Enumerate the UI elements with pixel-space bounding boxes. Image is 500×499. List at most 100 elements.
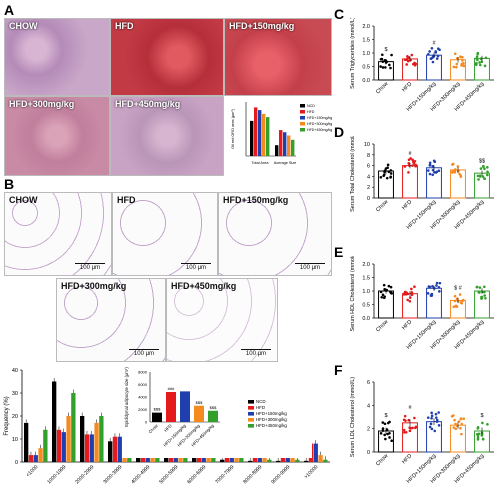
data-point: [428, 285, 432, 289]
data-point: [486, 173, 489, 177]
bar: [52, 381, 57, 462]
bar: [66, 416, 71, 462]
data-point: [475, 285, 479, 289]
bar: [192, 457, 197, 462]
y-axis-label: Epididymal adipocyte size (μm²): [124, 367, 129, 427]
legend-swatch: [248, 406, 254, 410]
data-point: [460, 62, 464, 66]
data-point: [452, 414, 455, 417]
data-point: [438, 281, 442, 285]
micrograph-caption: HFD: [117, 195, 136, 205]
y-axis-label: Serum Triglycerides (mmol/L): [350, 18, 356, 89]
y-tick-label: 2: [367, 185, 370, 191]
data-point: [483, 167, 486, 171]
x-tick-label: Chow: [375, 199, 389, 213]
data-point: [404, 430, 408, 434]
data-point: [480, 296, 484, 300]
data-point: [430, 411, 433, 415]
data-point: [437, 285, 441, 289]
y-axis-label: Frequency (%): [4, 396, 10, 435]
y-axis-label: Serum LDL Cholesterol (mmol/L): [350, 377, 356, 457]
chart-e-hdl: 0.0 0.5 1.0 1.5 2.0 Serum HDL Cholesterol (mm…: [350, 256, 494, 351]
data-point: [388, 436, 391, 439]
x-tick-label: Chow: [375, 319, 389, 333]
data-point: [431, 60, 435, 64]
bar: [287, 135, 291, 156]
significance-mark: $: [384, 413, 387, 419]
data-point: [410, 293, 414, 297]
significance-mark: $$: [479, 158, 485, 164]
data-point: [402, 428, 406, 432]
scale-bar: 100 μm: [75, 263, 105, 271]
x-tick-label: Average Size: [274, 161, 297, 165]
micrograph-caption: HFD+300mg/kg: [61, 281, 127, 291]
data-point: [379, 290, 383, 294]
bar: [426, 54, 442, 81]
micrograph-b-300: HFD+300mg/kg 100 μm: [56, 278, 166, 362]
data-point: [410, 291, 414, 294]
bar: [450, 169, 466, 199]
data-point: [413, 63, 417, 67]
data-point: [426, 416, 430, 419]
data-point: [437, 411, 440, 414]
data-point: [379, 65, 382, 68]
micrograph-caption: HFD+450mg/kg: [115, 99, 181, 109]
data-point: [428, 50, 431, 53]
bar: [33, 455, 38, 462]
data-point: [382, 283, 386, 287]
data-point: [381, 60, 385, 63]
data-point: [484, 56, 488, 60]
chart-f-ldl: 0 2 4 6 Serum LDL Cholesterol (mmol/L) $ Chow #…: [350, 377, 494, 485]
bar: [56, 429, 62, 462]
bar: [304, 460, 309, 462]
data-point: [462, 64, 466, 68]
data-point: [406, 298, 409, 302]
bar: [239, 457, 244, 462]
panel-label-a: A: [4, 2, 15, 18]
data-point: [483, 64, 487, 68]
micrograph-b-chow: CHOW 100 μm: [4, 192, 112, 276]
data-point: [380, 57, 384, 61]
bar: [258, 110, 262, 156]
legend-label: HFD+150mg/kg: [307, 116, 332, 120]
data-point: [451, 170, 454, 173]
chart-c-triglycerides: 0.0 0.5 1.0 1.5 2.0 Serum Triglycerides (mmol…: [350, 18, 494, 113]
data-point: [482, 285, 486, 289]
bar: [275, 145, 279, 156]
micrograph-caption: HFD: [115, 21, 134, 31]
bar: [262, 113, 266, 156]
bar: [117, 436, 122, 462]
legend-label: HFD+300mg/kg: [307, 122, 332, 126]
data-point: [476, 58, 479, 62]
data-point: [379, 432, 383, 435]
data-point: [486, 170, 489, 174]
significance-mark: $ #: [454, 286, 463, 292]
bar: [164, 455, 169, 462]
micrograph-a-150: HFD+150mg/kg: [224, 18, 332, 96]
data-point: [480, 60, 484, 64]
data-point: [478, 63, 482, 67]
data-point: [481, 437, 485, 441]
data-point: [428, 163, 432, 167]
data-point: [430, 416, 433, 420]
micrograph-caption: CHOW: [9, 21, 38, 31]
panel-label-f: F: [334, 362, 343, 378]
y-tick-label: 2.0: [362, 24, 370, 30]
bar: [43, 429, 48, 462]
x-tick-label: Total Area: [252, 161, 270, 165]
scale-bar: 100 μm: [181, 263, 211, 271]
bar: [28, 455, 34, 462]
y-tick-label: 6000: [138, 382, 148, 387]
micrograph-b-hfd: HFD 100 μm: [112, 192, 218, 276]
y-tick-label: 0: [367, 450, 370, 456]
bar: [283, 132, 287, 156]
data-point: [459, 417, 463, 420]
y-tick-label: 1.0: [362, 51, 370, 57]
data-point: [411, 164, 414, 167]
data-point: [478, 291, 481, 294]
data-point: [386, 421, 390, 425]
data-point: [407, 418, 411, 422]
legend-label: HFD+450mg/kg: [307, 128, 332, 132]
x-tick-label: 8000-8999: [242, 464, 263, 485]
data-point: [478, 174, 482, 177]
